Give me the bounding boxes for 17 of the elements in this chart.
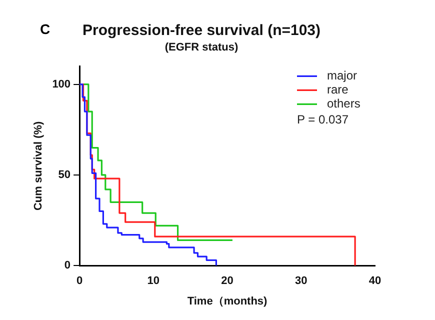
y-tick-label: 50 bbox=[58, 168, 71, 181]
annotation: P = 0.037 bbox=[297, 112, 349, 127]
legend-label: major bbox=[327, 68, 358, 83]
x-tick-label: 10 bbox=[147, 275, 160, 288]
y-tick-label: 0 bbox=[64, 260, 71, 272]
chart-subtitle: (EGFR status) bbox=[164, 42, 238, 54]
y-tick-label: 100 bbox=[52, 78, 71, 90]
x-tick-label: 20 bbox=[221, 275, 234, 288]
x-axis-title: Time（months) bbox=[187, 295, 268, 308]
legend-label: rare bbox=[327, 82, 349, 97]
x-tick-label: 40 bbox=[368, 275, 382, 288]
text: C bbox=[40, 20, 50, 37]
x-tick-label: 30 bbox=[295, 275, 308, 288]
legend-label: others bbox=[327, 96, 360, 111]
x-tick-label: 0 bbox=[76, 275, 83, 288]
chart-title: Progression-free survival (n=103) bbox=[82, 22, 321, 40]
y-axis-title: Cum survival (%) bbox=[32, 120, 45, 211]
